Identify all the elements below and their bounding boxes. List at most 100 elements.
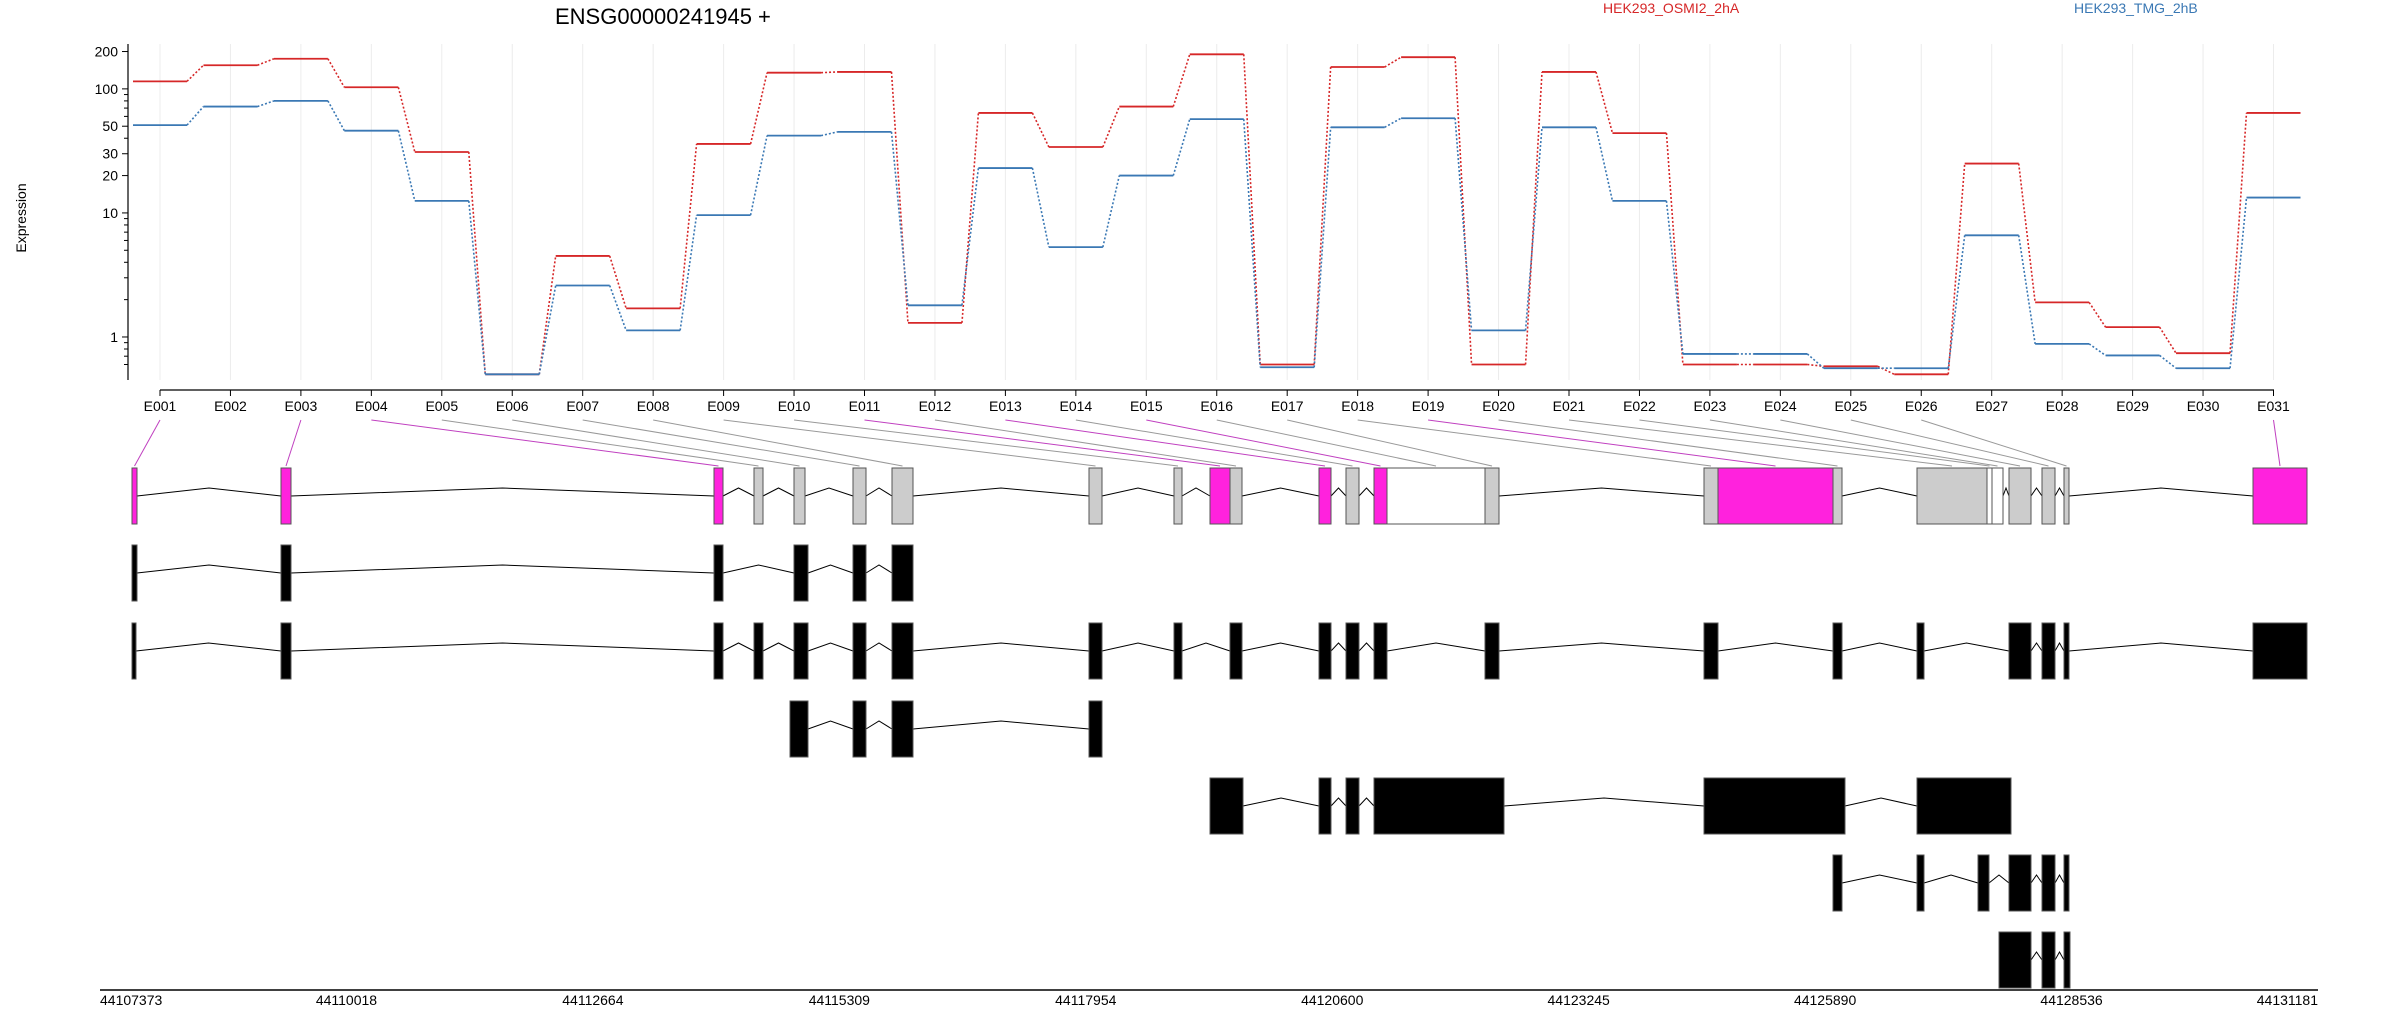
- exon-block: [1998, 931, 2032, 989]
- series-transition: [2229, 112, 2248, 354]
- series-transition: [397, 130, 416, 202]
- exon-block: [852, 467, 867, 525]
- exon-connector: [1780, 419, 2021, 467]
- intron-line: [865, 487, 893, 497]
- exon-connector: [1216, 419, 1437, 467]
- intron-line: [2054, 486, 2065, 497]
- series-transition: [1524, 127, 1543, 331]
- x-tick-label: E002: [214, 398, 247, 414]
- x-tick-label: E018: [1341, 398, 1374, 414]
- exon-connector: [1568, 419, 1953, 467]
- exon-block: [852, 544, 867, 602]
- exon-connector: [441, 419, 759, 467]
- exon-connector: [1075, 419, 1353, 467]
- exon-block: [2063, 931, 2071, 989]
- axes: 1 10 20 30 50 100 200 E001 E002 E003 E004 E005 E006 E…: [95, 44, 2319, 1008]
- x-tick-label: E004: [355, 398, 388, 414]
- intron-line: [912, 642, 1090, 652]
- intron-line: [1841, 642, 1918, 652]
- chart-title: ENSG00000241945 +: [555, 4, 771, 29]
- series-transition: [679, 215, 698, 331]
- intron-line: [2030, 874, 2043, 884]
- intron-line: [722, 487, 755, 497]
- intron-line: [2030, 642, 2043, 652]
- exon-block: [1229, 622, 1243, 680]
- x-tick-label: E012: [919, 398, 952, 414]
- intron-line: [2030, 487, 2043, 497]
- intron-line: [1386, 642, 1486, 652]
- series-transition: [820, 131, 838, 137]
- series-transition: [961, 167, 980, 306]
- x-tick-label: E021: [1553, 398, 1586, 414]
- y-tick-label: 50: [102, 118, 118, 134]
- intron-line: [1841, 487, 1918, 497]
- series-transition: [749, 72, 768, 145]
- intron-line: [865, 642, 893, 652]
- series-transition: [2158, 326, 2177, 354]
- intron-line: [2030, 951, 2043, 961]
- x-tick-label: E022: [1623, 398, 1656, 414]
- genomic-coordinate-label: 44131181: [2257, 992, 2318, 1008]
- exon-connector: [1005, 419, 1326, 467]
- x-tick-label: E007: [566, 398, 599, 414]
- exon-block: [2252, 467, 2308, 525]
- exon-block: [280, 622, 292, 680]
- exon-block: [753, 622, 764, 680]
- intron-line: [136, 564, 282, 574]
- legend-entry-osmi: HEK293_OSMI2_2hA: [1603, 0, 1740, 16]
- genomic-coordinate-label: 44128536: [2040, 992, 2103, 1008]
- x-tick-label: E006: [496, 398, 529, 414]
- genomic-coordinate-label: 44117954: [1055, 992, 1116, 1008]
- exon-block: [2008, 467, 2032, 525]
- exon-block: [713, 467, 724, 525]
- y-tick-label: 200: [95, 44, 119, 60]
- series-transition: [749, 135, 768, 216]
- y-axis-label: Expression: [13, 183, 29, 252]
- exon-connector: [1428, 419, 1776, 467]
- series-transition: [1313, 66, 1332, 365]
- series-transition: [1524, 71, 1543, 365]
- intron-line: [1241, 642, 1320, 652]
- series-transition: [1665, 200, 1684, 355]
- exon-block: [2041, 854, 2056, 912]
- y-tick-label: 1: [110, 329, 118, 345]
- x-tick-label: E023: [1694, 398, 1727, 414]
- exon-block: [1318, 777, 1332, 835]
- intron-line: [290, 564, 715, 574]
- x-tick-label: E005: [425, 398, 458, 414]
- transcript-tracks: [131, 467, 2308, 989]
- exon-block: [2008, 854, 2032, 912]
- exon-connector: [1921, 419, 2067, 467]
- intron-line: [865, 564, 893, 574]
- exon-connector: [1287, 419, 1493, 467]
- exon-block: [1484, 467, 1500, 525]
- y-tick-label: 20: [102, 168, 118, 184]
- x-tick-label: E013: [989, 398, 1022, 414]
- series-transition: [1172, 54, 1191, 107]
- exon-block: [1345, 622, 1360, 680]
- x-tick-label: E008: [637, 398, 670, 414]
- series-transition: [2088, 343, 2107, 357]
- genomic-coordinate-label: 44120600: [1301, 992, 1364, 1008]
- exon-block: [1703, 777, 1846, 835]
- series-transition: [1384, 56, 1402, 68]
- exon-block: [891, 700, 914, 758]
- series-transition: [1102, 175, 1121, 248]
- exon-block: [891, 622, 914, 680]
- series-transition: [1807, 363, 1824, 368]
- exon-block: [789, 700, 809, 758]
- exon-block: [1916, 622, 1925, 680]
- exon-block: [1318, 467, 1332, 525]
- intron-line: [136, 487, 282, 497]
- exon-connector: [1850, 419, 2049, 467]
- transcript-track: [1998, 931, 2071, 989]
- x-tick-label: E027: [1975, 398, 2008, 414]
- exon-connector: [512, 419, 800, 467]
- series-transition: [1454, 118, 1473, 331]
- intron-line: [1330, 487, 1347, 497]
- series-transition: [1877, 365, 1895, 376]
- series-transition: [1031, 112, 1050, 148]
- series-transition: [2159, 354, 2177, 369]
- intron-line: [1181, 487, 1211, 497]
